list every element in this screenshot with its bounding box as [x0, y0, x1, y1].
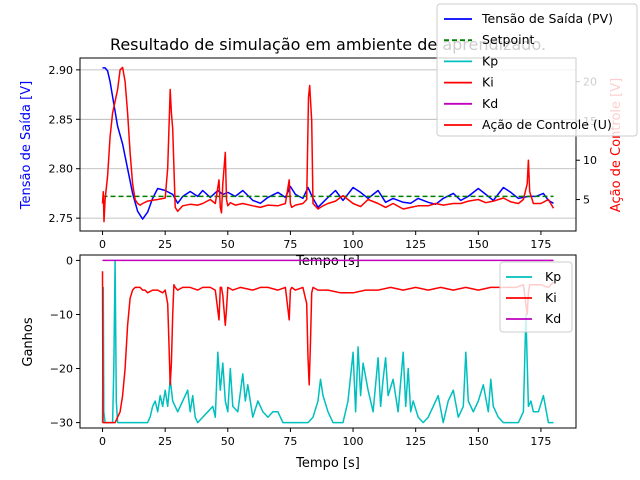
top-legend-label: Ki [482, 75, 494, 90]
bottom-axes: 0 25 50 75 100 125 150 175 0 −10 −20 −30 Tempo [s]… [21, 254, 577, 471]
ki-line [101, 271, 555, 424]
top-y2-tick-label: 10 [583, 154, 597, 167]
top-axes: 0 25 50 75 100 125 150 175 2.752.802.852.90 510… [19, 57, 624, 269]
bottom-y-tick-label: −30 [50, 417, 73, 430]
top-series [101, 66, 555, 223]
bottom-x-tick-label: 75 [283, 435, 297, 448]
bottom-x-tick-label: 175 [530, 435, 551, 448]
top-x-tick-label: 0 [99, 238, 106, 251]
top-x-tick-label: 150 [468, 238, 489, 251]
bottom-x-tick-label: 125 [405, 435, 426, 448]
bottom-x-tick-label: 25 [158, 435, 172, 448]
bottom-y-axis-label: Ganhos [21, 317, 36, 366]
top-x-tick-label: 25 [158, 238, 172, 251]
top-x-axis-label: Tempo [s] [295, 254, 360, 269]
bottom-x-tick-label: 50 [221, 435, 235, 448]
top-legend-label: Kd [482, 96, 498, 111]
top-x-tick-label: 75 [283, 238, 297, 251]
top-x-tick-label: 50 [221, 238, 235, 251]
top-y-tick-label: 2.85 [49, 113, 74, 126]
bottom-y-ticks: 0 −10 −20 −30 [50, 254, 80, 430]
top-y2-tick-label: 5 [583, 194, 590, 207]
pv-line [102, 67, 554, 220]
bottom-axes-frame [79, 254, 577, 429]
bottom-x-axis-label: Tempo [s] [295, 456, 360, 471]
top-x-tick-label: 175 [530, 238, 551, 251]
top-legend-label: Ação de Controle (U) [482, 117, 612, 132]
top-legend-frame [436, 3, 638, 137]
control-action-line [101, 66, 555, 223]
top-legend: Tensão de Saída (PV) Setpoint Kp Ki Kd Ação d… [436, 3, 638, 137]
bottom-legend: Kp Ki Kd [499, 261, 573, 333]
bottom-x-tick-label: 100 [343, 435, 364, 448]
bottom-y-tick-label: −10 [50, 308, 73, 321]
top-axes-frame [79, 57, 577, 232]
bottom-y-tick-label: 0 [66, 254, 73, 267]
bottom-series [101, 259, 555, 424]
top-y-ticks: 2.75 2.80 2.85 2.90 [49, 64, 80, 225]
kp-line [101, 259, 554, 424]
bottom-legend-label: Ki [545, 290, 557, 305]
bottom-y-tick-label: −20 [50, 363, 73, 376]
top-y-tick-label: 2.90 [49, 64, 74, 77]
top-y-tick-label: 2.80 [49, 163, 74, 176]
bottom-legend-label: Kp [545, 269, 561, 284]
bottom-legend-label: Kd [545, 311, 561, 326]
bottom-x-ticks: 0 25 50 75 100 125 150 175 [99, 428, 551, 448]
top-legend-label: Kp [482, 53, 498, 68]
top-y-axis-label: Tensão de Saída [V] [19, 81, 34, 210]
top-x-ticks: 0 25 50 75 100 125 150 175 [99, 231, 551, 251]
top-x-tick-label: 100 [343, 238, 364, 251]
bottom-x-tick-label: 150 [468, 435, 489, 448]
bottom-legend-frame [499, 261, 573, 333]
top-y-tick-label: 2.75 [49, 212, 74, 225]
top-x-tick-label: 125 [405, 238, 426, 251]
bottom-x-tick-label: 0 [99, 435, 106, 448]
top-legend-label: Tensão de Saída (PV) [481, 11, 613, 26]
top-legend-label: Setpoint [482, 32, 535, 47]
